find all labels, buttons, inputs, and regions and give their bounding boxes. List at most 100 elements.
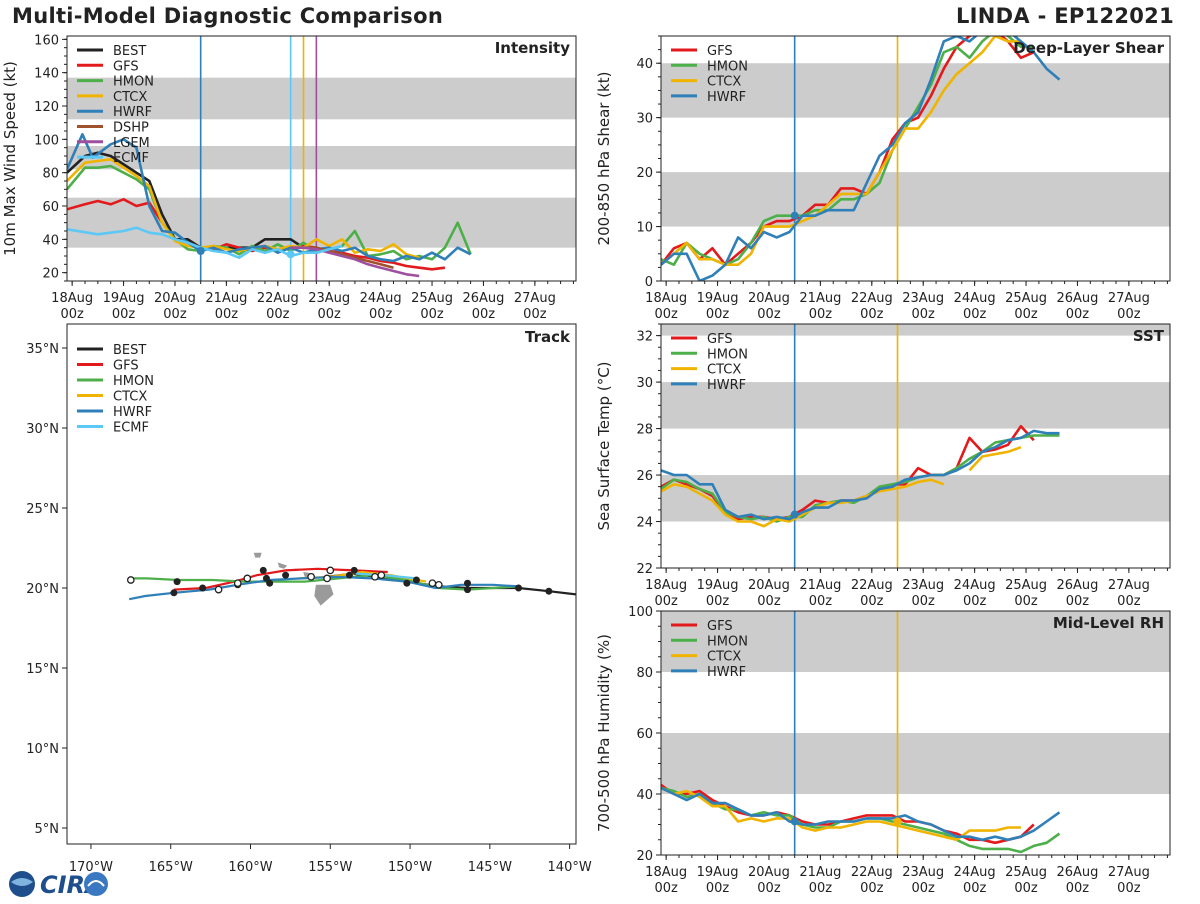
intensity-line-hwrf bbox=[67, 133, 472, 263]
intensity-band bbox=[67, 146, 576, 170]
intensity-xtick-hour: 00z bbox=[60, 307, 84, 322]
storm-identifier: LINDA - EP122021 bbox=[956, 4, 1174, 28]
track-legend-label: ECMF bbox=[113, 421, 149, 436]
track-fix-open bbox=[243, 574, 252, 583]
shear-ytick-label: 0 bbox=[645, 275, 653, 290]
shear-legend-label: HMON bbox=[707, 59, 748, 74]
track-fix-open bbox=[233, 579, 242, 588]
sst-xtick-date: 24Aug bbox=[954, 578, 996, 593]
track-fix-filled bbox=[199, 584, 207, 592]
rh-legend-label: CTCX bbox=[707, 650, 741, 665]
rh-xtick-date: 21Aug bbox=[799, 865, 841, 880]
sst-band bbox=[661, 382, 1170, 429]
sst-xtick-date: 20Aug bbox=[748, 578, 790, 593]
intensity-legend-label: HMON bbox=[113, 75, 154, 90]
intensity-xtick-hour: 00z bbox=[472, 307, 496, 322]
shear-legend-label: GFS bbox=[707, 44, 733, 59]
sst-ytick-label: 24 bbox=[636, 516, 653, 531]
shear-ytick-label: 20 bbox=[636, 166, 653, 181]
shear-series-group bbox=[661, 36, 1061, 281]
track-xtick-label: 150°W bbox=[388, 860, 432, 875]
agency-seal-wave bbox=[87, 880, 105, 887]
rh-xtick-hour: 00z bbox=[757, 881, 781, 896]
track-fix-open bbox=[326, 566, 335, 575]
intensity-series-group bbox=[67, 133, 472, 278]
shear-ytick-label: 40 bbox=[636, 57, 653, 72]
rh-init-marker bbox=[790, 817, 799, 826]
sst-legend-label: HWRF bbox=[707, 378, 746, 393]
sst-ylabel: Sea Surface Temp (°C) bbox=[595, 361, 613, 530]
intensity-xtick-hour: 00z bbox=[266, 307, 290, 322]
track-fix-filled bbox=[463, 579, 471, 587]
agency-seal-icon bbox=[84, 872, 108, 896]
intensity-xtick-date: 20Aug bbox=[154, 291, 196, 306]
shear-xtick-date: 23Aug bbox=[902, 291, 944, 306]
page-title: Multi-Model Diagnostic Comparison bbox=[12, 4, 444, 28]
intensity-legend-label: LGEM bbox=[113, 136, 150, 151]
track-map-group bbox=[126, 552, 576, 606]
sst-ytick-label: 28 bbox=[636, 423, 653, 438]
intensity-xtick-date: 25Aug bbox=[411, 291, 453, 306]
rh-xtick-date: 20Aug bbox=[748, 865, 790, 880]
shear-xtick-hour: 00z bbox=[757, 307, 781, 322]
sst-frame bbox=[660, 323, 1171, 569]
rh-line-hwrf bbox=[661, 786, 1061, 842]
rh-xtick-date: 18Aug bbox=[645, 865, 687, 880]
rh-xtick-hour: 00z bbox=[963, 881, 987, 896]
intensity-ytick-label: 40 bbox=[42, 233, 59, 248]
hawaii-island bbox=[314, 584, 334, 606]
intensity-xtick-hour: 00z bbox=[163, 307, 187, 322]
intensity-init-marker bbox=[196, 247, 205, 255]
rh-xtick-date: 24Aug bbox=[954, 865, 996, 880]
intensity-xtick-hour: 00z bbox=[112, 307, 136, 322]
rh-panel: 2040608010018Aug00z19Aug00z20Aug00z21Aug… bbox=[595, 605, 1171, 896]
sst-xtick-hour: 00z bbox=[654, 594, 678, 609]
intensity-ytick-label: 20 bbox=[42, 267, 59, 282]
shear-xtick-date: 19Aug bbox=[697, 291, 739, 306]
rh-title: Mid-Level RH bbox=[1053, 614, 1164, 632]
track-legend-label: HWRF bbox=[113, 405, 152, 420]
track-fix-open bbox=[428, 579, 437, 588]
track-fix-filled bbox=[262, 574, 270, 582]
rh-series-group bbox=[661, 783, 1061, 854]
intensity-panel: 2040608010012014016018Aug00z19Aug00z20Au… bbox=[1, 33, 577, 322]
shear-xtick-date: 21Aug bbox=[799, 291, 841, 306]
intensity-xtick-date: 26Aug bbox=[462, 291, 504, 306]
track-xtick-label: 165°W bbox=[149, 860, 193, 875]
intensity-xtick-date: 23Aug bbox=[308, 291, 350, 306]
rh-xtick-hour: 00z bbox=[1066, 881, 1090, 896]
rh-ytick-label: 60 bbox=[636, 727, 653, 742]
sst-xtick-date: 22Aug bbox=[851, 578, 893, 593]
rh-xtick-hour: 00z bbox=[1117, 881, 1141, 896]
sst-xtick-hour: 00z bbox=[860, 594, 884, 609]
shear-band bbox=[661, 63, 1170, 118]
shear-ylabel: 200-850 hPa Shear (kt) bbox=[595, 72, 613, 246]
shear-xtick-date: 27Aug bbox=[1108, 291, 1150, 306]
rh-ytick-label: 100 bbox=[628, 605, 653, 620]
shear-xtick-date: 22Aug bbox=[851, 291, 893, 306]
shear-title: Deep-Layer Shear bbox=[1013, 39, 1164, 57]
intensity-line-best bbox=[67, 151, 305, 249]
intensity-ylabel: 10m Max Wind Speed (kt) bbox=[1, 61, 19, 256]
sst-xtick-hour: 00z bbox=[1066, 594, 1090, 609]
intensity-xtick-date: 21Aug bbox=[205, 291, 247, 306]
shear-xtick-hour: 00z bbox=[912, 307, 936, 322]
intensity-xtick-hour: 00z bbox=[420, 307, 444, 322]
sst-xtick-hour: 00z bbox=[1014, 594, 1038, 609]
sst-xtick-date: 21Aug bbox=[799, 578, 841, 593]
shear-ytick-label: 10 bbox=[636, 221, 653, 236]
track-legend-label: HMON bbox=[113, 374, 154, 389]
shear-band bbox=[661, 172, 1170, 227]
sst-xtick-hour: 00z bbox=[757, 594, 781, 609]
track-fix-open bbox=[214, 585, 223, 594]
shear-legend-label: CTCX bbox=[707, 75, 741, 90]
sst-xtick-date: 18Aug bbox=[645, 578, 687, 593]
sst-line-ctcx bbox=[661, 445, 1022, 528]
sst-xtick-hour: 00z bbox=[809, 594, 833, 609]
sst-ytick-label: 26 bbox=[636, 469, 653, 484]
intensity-ytick-label: 100 bbox=[34, 133, 59, 148]
intensity-band bbox=[67, 77, 576, 120]
track-xtick-label: 155°W bbox=[308, 860, 352, 875]
shear-panel: 01020304018Aug00z19Aug00z20Aug00z21Aug00… bbox=[595, 35, 1171, 322]
